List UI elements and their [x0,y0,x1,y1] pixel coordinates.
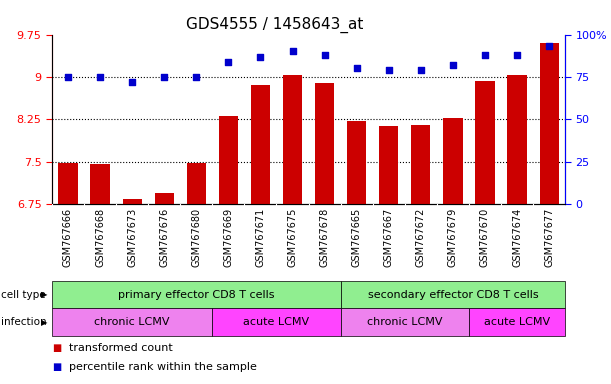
Point [255,53,265,60]
Point [448,62,458,68]
Bar [347,121,367,204]
Point [544,43,554,50]
Point [159,74,169,80]
Point [512,52,522,58]
Text: percentile rank within the sample: percentile rank within the sample [69,362,257,372]
Text: transformed count: transformed count [69,343,173,353]
Text: GSM767668: GSM767668 [95,208,105,267]
Point [416,67,426,73]
Bar [443,118,463,204]
Bar [187,163,206,204]
Bar [283,75,302,204]
Bar [475,81,495,204]
Point [384,67,393,73]
Text: secondary effector CD8 T cells: secondary effector CD8 T cells [368,290,538,300]
Text: GSM767678: GSM767678 [320,208,329,267]
Text: ▶: ▶ [42,318,48,327]
Bar [315,83,334,204]
Point [352,65,362,71]
Text: GSM767677: GSM767677 [544,208,554,267]
Text: GSM767670: GSM767670 [480,208,490,267]
Bar [122,199,142,204]
Bar [540,43,558,204]
Bar [59,163,78,204]
Text: chronic LCMV: chronic LCMV [367,317,442,327]
Bar [379,126,398,204]
Text: cell type: cell type [1,290,45,300]
Point [191,74,201,80]
Text: GSM767665: GSM767665 [352,208,362,267]
Text: GSM767675: GSM767675 [288,208,298,267]
Bar [251,85,270,204]
Text: ■: ■ [52,343,61,353]
Bar [90,164,110,204]
Text: GSM767672: GSM767672 [416,208,426,267]
Point [320,52,329,58]
Text: GSM767676: GSM767676 [159,208,169,267]
Text: GSM767666: GSM767666 [63,208,73,267]
Text: ▶: ▶ [42,290,48,299]
Point [224,59,233,65]
Bar [411,125,430,204]
Point [63,74,73,80]
Text: GSM767674: GSM767674 [512,208,522,267]
Bar [155,193,174,204]
Text: acute LCMV: acute LCMV [484,317,550,327]
Text: GSM767680: GSM767680 [191,208,201,267]
Text: primary effector CD8 T cells: primary effector CD8 T cells [118,290,274,300]
Point [480,52,490,58]
Text: GSM767673: GSM767673 [127,208,137,267]
Text: GSM767667: GSM767667 [384,208,393,267]
Text: GDS4555 / 1458643_at: GDS4555 / 1458643_at [186,17,364,33]
Text: GSM767669: GSM767669 [224,208,233,267]
Point [127,79,137,85]
Point [288,48,298,55]
Text: infection: infection [1,317,46,327]
Bar [219,116,238,204]
Text: chronic LCMV: chronic LCMV [94,317,170,327]
Bar [507,75,527,204]
Text: ■: ■ [52,362,61,372]
Text: acute LCMV: acute LCMV [243,317,310,327]
Text: GSM767679: GSM767679 [448,208,458,267]
Text: GSM767671: GSM767671 [255,208,265,267]
Point [95,74,105,80]
